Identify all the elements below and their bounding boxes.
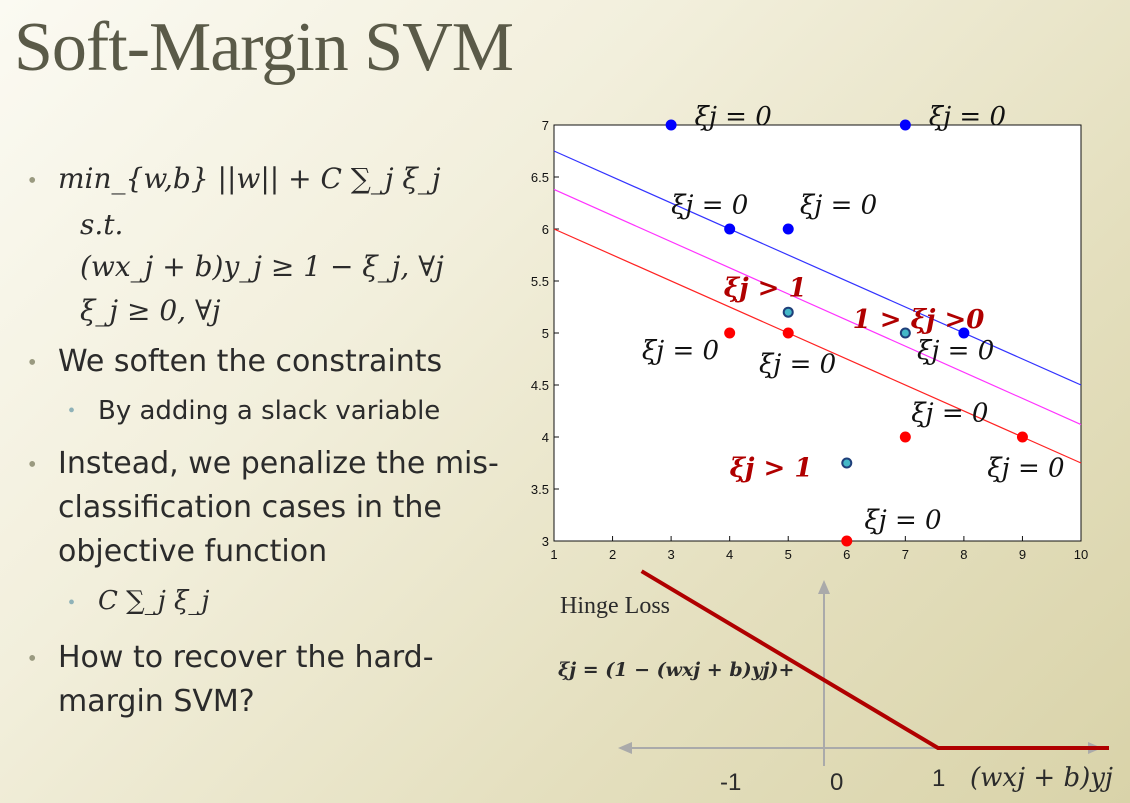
bullet-dot: •: [28, 452, 37, 478]
y-tick-label: 6: [542, 222, 549, 237]
bullet-dot: •: [28, 350, 37, 376]
constraint-2: ξ_j ≥ 0, ∀j: [80, 294, 221, 327]
red-point: [724, 327, 736, 339]
x-tick-label: 3: [667, 547, 674, 562]
blue-point: [958, 327, 970, 339]
slack-annotation: ξj = 0: [929, 102, 1006, 132]
x-tick-label: 10: [1074, 547, 1088, 562]
constraint-1: (wx_j + b)y_j ≥ 1 − ξ_j, ∀j: [80, 250, 444, 283]
red-point: [782, 327, 794, 339]
hinge-formula: ξj = (1 − (wxj + b)yj)+: [558, 659, 794, 681]
sub-bullet-sum: C ∑_j ξ_j: [98, 586, 210, 616]
slack-annotation: ξj = 0: [917, 336, 994, 366]
slack-annotation: ξj > 1: [724, 274, 807, 304]
hinge-x-label: (wxj + b)yj: [970, 763, 1113, 793]
blue-point: [782, 223, 794, 235]
slack-annotation: ξj > 1: [730, 454, 813, 484]
sub-bullet-dot: •: [68, 592, 76, 614]
bullet-recover-l2: margin SVM?: [58, 684, 255, 719]
x-tick-label: 2: [609, 547, 616, 562]
slack-annotation: ξj = 0: [864, 506, 941, 536]
misclassified-point: [843, 459, 851, 467]
misclassified-point: [784, 308, 792, 316]
hinge-tick-neg1: -1: [720, 769, 741, 796]
margin-bottom-line: [553, 228, 1082, 464]
hinge-title: Hinge Loss: [560, 593, 670, 619]
hinge-tick-0: 0: [830, 769, 843, 796]
hinge-loss-figure: Hinge Loss ξj = (1 − (wxj + b)yj)+ -1 0 …: [558, 569, 1113, 796]
bullet-penalize-l2: classification cases in the: [58, 490, 442, 525]
objective-formula: min_{w,b} ||w|| + C ∑_j ξ_j: [58, 162, 441, 195]
blue-point: [899, 119, 911, 131]
y-tick-label: 5.5: [531, 274, 549, 289]
slack-annotation: ξj = 0: [911, 398, 988, 428]
hinge-y-arrow: [818, 580, 830, 594]
slack-annotation: ξj = 0: [800, 190, 877, 220]
scatter-lines: [553, 150, 1082, 464]
decision-line: [553, 188, 1082, 426]
blue-point: [665, 119, 677, 131]
misclassified-point: [901, 329, 909, 337]
red-point: [1016, 431, 1028, 443]
y-tick-label: 4: [542, 430, 549, 445]
bullet-dot: •: [28, 168, 37, 194]
bullet-soften: We soften the constraints: [58, 344, 443, 379]
margin-top-line: [553, 150, 1082, 386]
slack-annotation: ξj = 0: [987, 454, 1064, 484]
y-tick-label: 6.5: [531, 170, 549, 185]
x-tick-label: 1: [550, 547, 557, 562]
hinge-tick-1: 1: [932, 765, 945, 792]
y-tick-label: 3: [542, 534, 549, 549]
y-tick-label: 5: [542, 326, 549, 341]
x-tick-label: 8: [960, 547, 967, 562]
y-tick-label: 4.5: [531, 378, 549, 393]
bullet-penalize-l3: objective function: [58, 534, 328, 569]
scatter-points: [665, 119, 1028, 547]
y-tick-label: 7: [542, 118, 549, 133]
x-tick-label: 7: [902, 547, 909, 562]
slide-title: Soft-Margin SVM: [14, 9, 514, 86]
bullet-dot: •: [28, 646, 37, 672]
red-point: [899, 431, 911, 443]
hinge-x-arrow-left: [618, 742, 632, 754]
sub-bullet-dot: •: [68, 400, 76, 422]
x-tick-label: 6: [843, 547, 850, 562]
slack-annotation: ξj = 0: [759, 350, 836, 380]
x-tick-label: 4: [726, 547, 733, 562]
slack-annotation: ξj = 0: [642, 336, 719, 366]
y-tick-label: 3.5: [531, 482, 549, 497]
x-tick-label: 5: [785, 547, 792, 562]
x-tick-label: 9: [1019, 547, 1026, 562]
bullet-recover-l1: How to recover the hard-: [58, 640, 434, 675]
scatter-ticks: 1 2 3 4 5 6 7 8 9 10 3 3.5 4 4.5 5 5.5 6 6.5 7: [531, 118, 1088, 562]
slack-annotation: 1 > ξj >0: [853, 305, 985, 335]
slack-annotation: ξj = 0: [671, 190, 748, 220]
sub-bullet-slack: By adding a slack variable: [98, 396, 441, 426]
bullet-penalize-l1: Instead, we penalize the mis-: [58, 446, 499, 481]
slack-annotation: ξj = 0: [695, 102, 772, 132]
blue-point: [724, 223, 736, 235]
red-point: [841, 535, 853, 547]
scatter-annotations: ξj = 0 ξj = 0ξj = 0 ξj = 0ξj > 11 > ξj >0ξ…: [642, 102, 1065, 536]
subject-to: s.t.: [80, 208, 124, 241]
scatter-plot-area: [553, 124, 1082, 542]
hinge-loss-curve: [640, 569, 1109, 750]
